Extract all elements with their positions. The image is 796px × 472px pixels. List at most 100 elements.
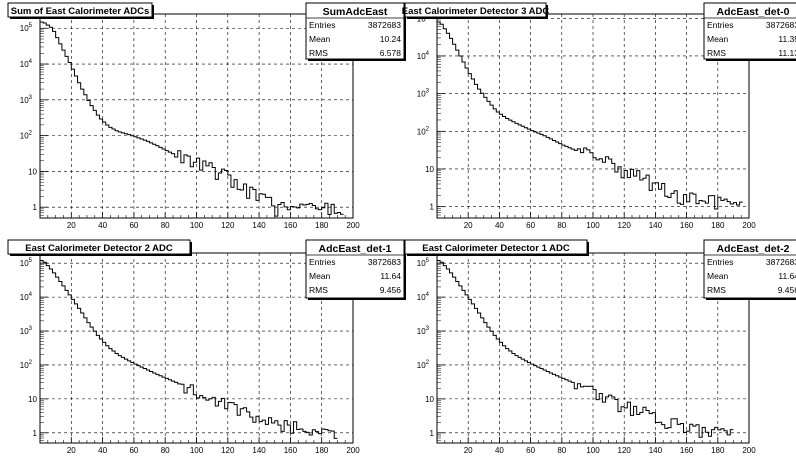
x-tick-label: 120 <box>221 446 235 455</box>
stats-box <box>703 239 796 299</box>
x-tick-label: 40 <box>98 446 107 455</box>
x-tick-label: 140 <box>649 446 663 455</box>
stats-box <box>305 2 405 60</box>
y-tick-label: 10 <box>28 395 37 404</box>
title-box <box>7 2 153 18</box>
plot-frame <box>436 252 750 444</box>
x-tick-label: 180 <box>315 446 329 455</box>
y-tick-label: 1 <box>430 203 435 212</box>
x-tick-label: 100 <box>586 446 600 455</box>
stats-value: 3872683 <box>368 257 401 267</box>
y-tick-label: 104 <box>417 292 430 302</box>
x-tick-label: 80 <box>161 446 170 455</box>
stats-name: AdcEast_det-0 <box>717 6 790 18</box>
stats-label: Mean <box>707 271 729 281</box>
x-tick-label: 140 <box>649 221 663 230</box>
y-tick-label: 102 <box>417 360 430 370</box>
x-tick-label: 100 <box>190 446 204 455</box>
title-box <box>404 2 547 18</box>
x-tick-label: 160 <box>284 446 298 455</box>
stats-value: 11.64 <box>380 271 401 281</box>
histogram-line <box>40 260 338 439</box>
x-tick-label: 120 <box>618 446 632 455</box>
x-tick-label: 140 <box>252 446 266 455</box>
stats-label: Mean <box>309 271 331 281</box>
stats-value: 9.456 <box>380 285 402 295</box>
x-tick-label: 20 <box>464 221 473 230</box>
stats-name: AdcEast_det-1 <box>319 243 392 255</box>
x-tick-label: 160 <box>680 446 694 455</box>
title-box <box>404 239 588 255</box>
x-tick-label: 60 <box>129 446 138 455</box>
stats-value: 3872683 <box>766 20 796 30</box>
stats-name: SumAdcEast <box>323 6 388 18</box>
x-tick-label: 180 <box>711 221 725 230</box>
x-tick-label: 80 <box>161 221 170 230</box>
stats-name: AdcEast_det-2 <box>717 243 790 255</box>
x-tick-label: 140 <box>252 221 266 230</box>
y-tick-label: 104 <box>417 51 430 61</box>
y-tick-label: 1 <box>33 203 38 212</box>
stats-label: Entries <box>309 257 335 267</box>
y-tick-label: 103 <box>20 326 33 336</box>
y-tick-label: 104 <box>20 292 33 302</box>
y-tick-label: 104 <box>20 59 33 69</box>
y-tick-label: 1 <box>430 429 435 438</box>
x-tick-label: 100 <box>190 221 204 230</box>
plot-title: East Calorimeter Detector 2 ADC <box>25 243 173 254</box>
stats-value: 6.578 <box>380 48 402 58</box>
stats-box <box>703 2 796 60</box>
x-tick-label: 40 <box>495 221 504 230</box>
y-tick-label: 105 <box>20 258 33 268</box>
y-tick-label: 103 <box>417 89 430 99</box>
plot-title: Sum of East Calorimeter ADCs <box>11 6 150 17</box>
x-tick-label: 160 <box>680 221 694 230</box>
stats-label: RMS <box>309 48 328 58</box>
stats-box <box>305 239 405 299</box>
y-tick-label: 102 <box>20 360 33 370</box>
x-tick-label: 80 <box>557 446 566 455</box>
x-tick-label: 60 <box>526 446 535 455</box>
y-tick-label: 102 <box>20 131 33 141</box>
stats-value: 9.456 <box>778 285 796 295</box>
x-tick-label: 180 <box>315 221 329 230</box>
y-tick-label: 102 <box>417 126 430 136</box>
stats-label: Mean <box>707 34 729 44</box>
y-tick-label: 10 <box>425 165 434 174</box>
x-tick-label: 100 <box>586 221 600 230</box>
title-box <box>7 239 191 255</box>
x-tick-label: 20 <box>67 221 76 230</box>
y-tick-label: 103 <box>417 326 430 336</box>
stats-value: 11.64 <box>778 271 796 281</box>
stats-value: 10.24 <box>380 34 402 44</box>
stats-label: RMS <box>707 48 726 58</box>
x-tick-label: 200 <box>742 221 756 230</box>
x-tick-label: 200 <box>346 221 360 230</box>
stats-value: 11.35 <box>778 34 796 44</box>
x-tick-label: 40 <box>98 221 107 230</box>
x-tick-label: 180 <box>711 446 725 455</box>
plot-title: East Calorimeter Detector 3 ADC <box>402 6 550 17</box>
histogram-panel: 2040608010012014016018020011010210310410… <box>402 2 796 230</box>
x-tick-label: 120 <box>221 221 235 230</box>
y-tick-label: 105 <box>417 258 430 268</box>
x-tick-label: 20 <box>464 446 473 455</box>
histogram-line <box>40 21 344 217</box>
stats-value: 3872683 <box>766 257 796 267</box>
x-tick-label: 60 <box>129 221 138 230</box>
stats-label: RMS <box>309 285 328 295</box>
y-tick-label: 10 <box>28 167 37 176</box>
x-tick-label: 80 <box>557 221 566 230</box>
y-tick-label: 10 <box>425 395 434 404</box>
x-tick-label: 120 <box>618 221 632 230</box>
y-tick-label: 103 <box>20 95 33 105</box>
x-tick-label: 200 <box>742 446 756 455</box>
y-tick-label: 105 <box>20 23 33 33</box>
stats-label: Entries <box>309 20 335 30</box>
stats-value: 11.13 <box>778 48 796 58</box>
plot-title: East Calorimeter Detector 1 ADC <box>422 243 570 254</box>
